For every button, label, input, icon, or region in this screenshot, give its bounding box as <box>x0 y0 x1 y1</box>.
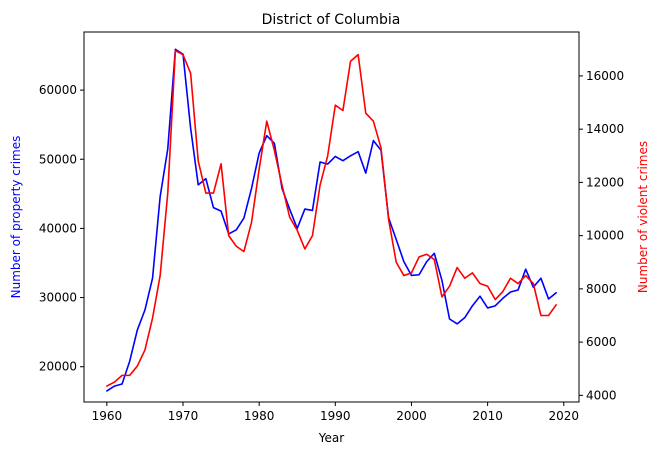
right-y-axis-label: Number of violent crimes <box>636 141 650 293</box>
x-tick-label: 1990 <box>320 409 351 423</box>
property-crimes-line <box>106 48 557 392</box>
right-y-tick-label: 12000 <box>586 175 624 189</box>
chart-title: District of Columbia <box>262 12 401 28</box>
right-y-tick-label: 14000 <box>586 122 624 136</box>
left-y-tick-label: 20000 <box>39 360 77 374</box>
left-y-axis: 20000 30000 40000 50000 60000 <box>39 83 84 374</box>
violent-crimes-line <box>106 49 557 387</box>
left-y-tick-label: 40000 <box>39 221 77 235</box>
x-tick-label: 2010 <box>472 409 503 423</box>
left-y-axis-label: Number of property crimes <box>9 136 23 299</box>
right-y-tick-label: 10000 <box>586 229 624 243</box>
left-y-tick-label: 60000 <box>39 83 77 97</box>
plot-area <box>106 48 557 392</box>
x-tick-label: 1960 <box>92 409 123 423</box>
x-tick-label: 1980 <box>244 409 275 423</box>
x-axis-label: Year <box>318 431 344 445</box>
x-tick-label: 1970 <box>168 409 199 423</box>
right-y-tick-label: 4000 <box>586 388 617 402</box>
x-axis: 1960 1970 1980 1990 2000 2010 2020 <box>92 402 579 423</box>
plot-frame <box>83 31 580 403</box>
x-tick-label: 2020 <box>548 409 579 423</box>
right-y-tick-label: 16000 <box>586 69 624 83</box>
left-y-tick-label: 50000 <box>39 152 77 166</box>
right-y-axis: 4000 6000 8000 10000 12000 14000 16000 <box>579 69 624 402</box>
left-y-tick-label: 30000 <box>39 291 77 305</box>
right-y-tick-label: 8000 <box>586 282 617 296</box>
x-tick-label: 2000 <box>396 409 427 423</box>
right-y-tick-label: 6000 <box>586 335 617 349</box>
